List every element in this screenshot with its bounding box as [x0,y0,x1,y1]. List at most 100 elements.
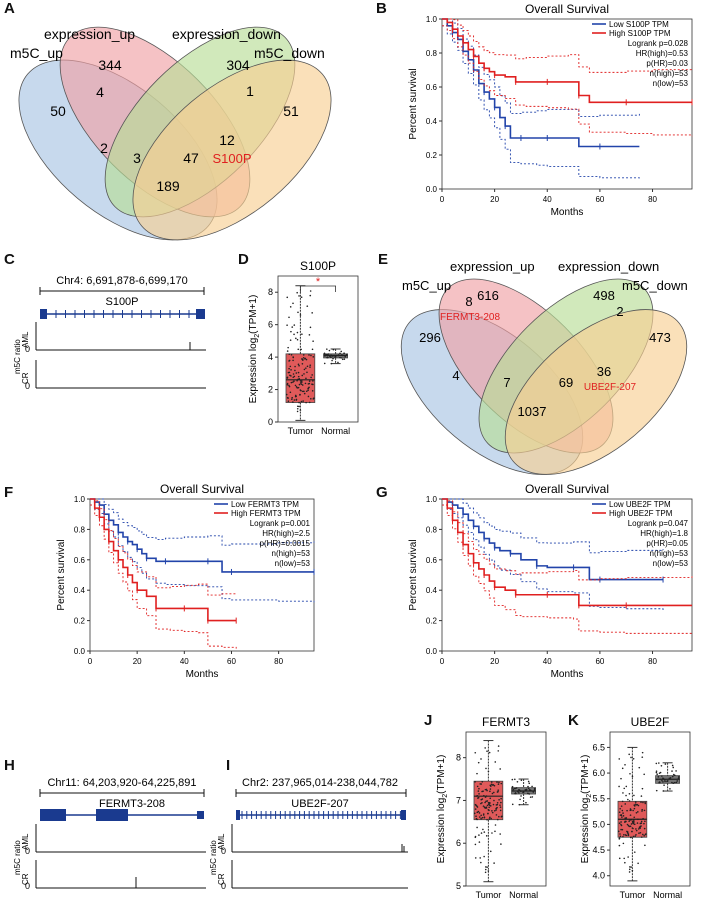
data-point [489,816,491,819]
data-point [515,787,518,789]
data-point [634,835,636,837]
data-point [622,835,624,838]
data-point [630,818,633,821]
stat-label: n(low)=53 [653,559,689,568]
data-point [631,820,634,823]
data-point [499,804,501,806]
venn-set-label: expression_down [172,26,281,42]
data-point [628,868,631,871]
venn-set-label: expression_down [558,259,659,274]
data-point [632,820,635,823]
data-point [635,834,637,836]
data-point [311,374,313,376]
y-tick-label: 0.0 [426,647,438,656]
data-point [477,810,480,813]
legend-label: High FERMT3 TPM [231,509,301,518]
y-tick-label: 0.6 [426,556,438,565]
data-point [496,818,499,821]
data-point [329,355,331,357]
data-point [482,828,484,831]
track-cr-label: CR [217,873,226,885]
data-point [341,354,344,357]
y-tick-label: 0.8 [74,525,86,534]
track-zero: 0 [221,881,226,891]
plot-frame [89,498,315,652]
data-point [474,751,477,754]
data-point [297,386,300,389]
data-point [305,367,307,369]
x-tick-label: 80 [648,195,657,204]
data-point [306,365,309,368]
venn-e: m5C_up expression_up expression_down m5C… [400,259,688,475]
data-point [294,395,297,398]
exon [401,810,406,820]
data-point [296,407,299,410]
data-point [312,380,314,382]
data-point [525,801,527,804]
x-category-label: Tumor [620,890,646,900]
data-point [628,793,631,795]
data-point [475,815,477,818]
data-point [478,834,480,836]
data-point [476,806,479,808]
data-point [644,801,646,804]
data-point [302,356,305,359]
data-point [310,354,312,357]
data-point [656,773,658,776]
coord-label: Chr4: 6,691,878-6,699,170 [56,275,188,287]
data-point [514,792,516,795]
data-point [518,803,521,806]
data-point [629,825,632,828]
data-point [306,305,309,307]
data-point [302,400,304,402]
data-point [293,333,295,336]
data-point [629,819,631,821]
data-point [334,356,337,358]
data-point [494,830,496,833]
data-point [288,359,291,362]
data-point [629,809,632,812]
data-point [671,775,674,778]
data-point [640,820,643,823]
data-point [632,757,635,760]
boxplot-j: FERMT3 5 6 7 8 Expression log2(TPM+1) Tumor Nor… [436,715,547,900]
data-point [484,796,487,798]
data-point [626,823,629,826]
data-point [637,862,639,865]
panel-label-k: K [568,712,579,729]
data-point [663,784,665,786]
data-point [309,326,312,329]
data-point [672,766,675,769]
data-point [666,780,669,783]
track-aml-label: AML [217,833,226,850]
data-point [298,378,301,380]
data-point [622,792,624,794]
data-point [631,821,634,824]
data-point [514,778,516,781]
data-point [291,326,294,328]
x-tick-label: 0 [440,657,445,666]
data-point [482,805,485,807]
data-point [303,392,306,395]
gene-name: S100P [105,296,138,308]
data-point [486,804,489,807]
track-cr-label: CR [21,372,30,384]
data-point [290,375,292,377]
survival-curve [90,498,314,573]
data-point [621,809,624,812]
data-point [296,331,299,334]
gene-name: UBE2F-207 [291,798,348,810]
data-point [287,346,289,349]
data-point [677,777,680,780]
track-aml-label: AML [21,833,30,850]
data-point [475,795,478,797]
data-point [485,788,488,791]
data-point [624,821,626,823]
panel-label-f: F [4,484,14,501]
data-point [305,358,308,361]
data-point [489,790,491,793]
data-point [297,378,299,381]
data-point [636,803,639,806]
data-point [303,390,305,393]
data-point [295,399,298,401]
